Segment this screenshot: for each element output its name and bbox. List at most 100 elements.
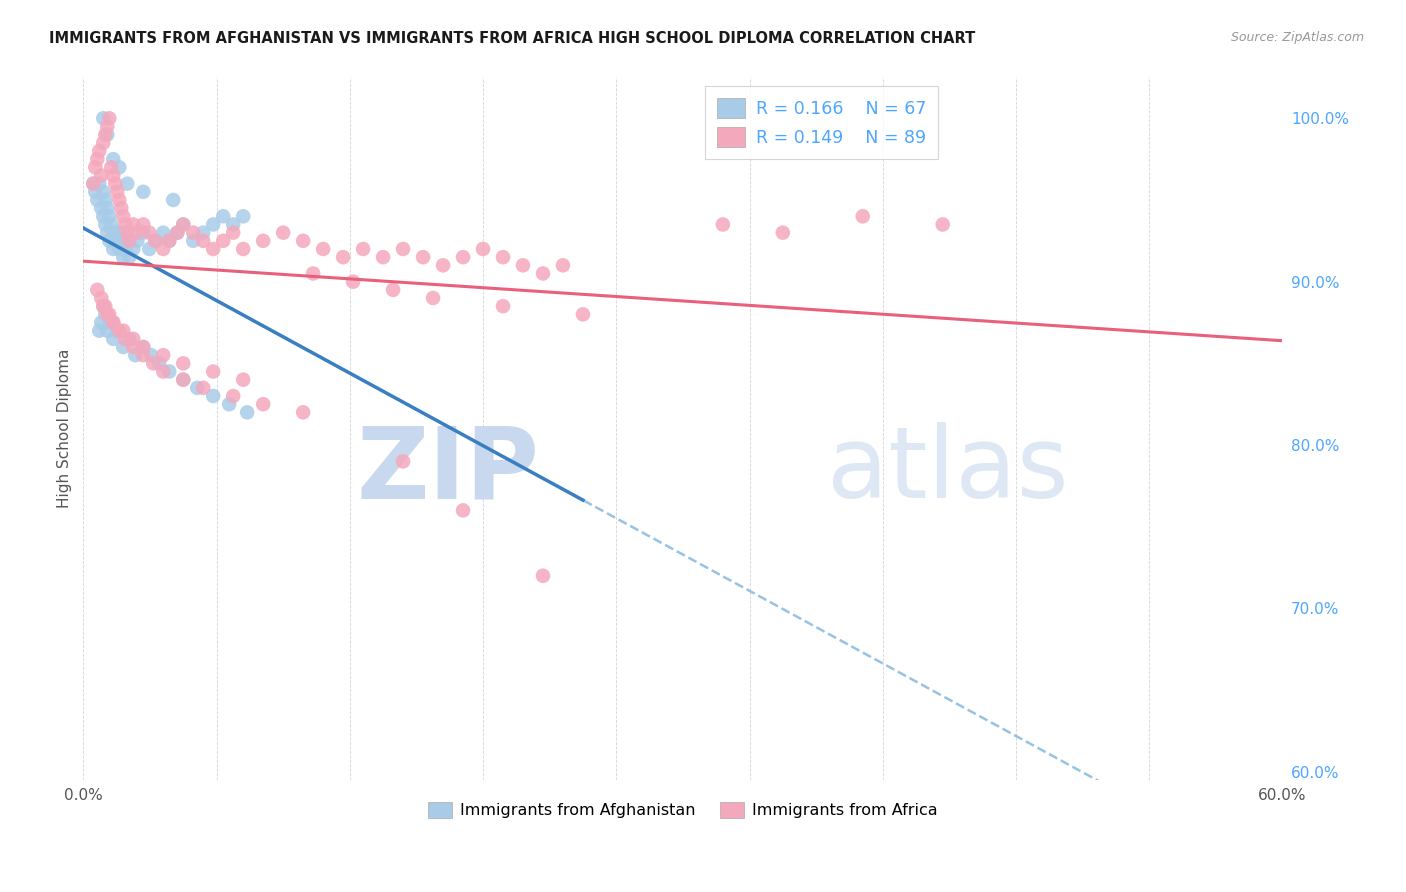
Point — [90, 169, 112, 183]
Point — [98, 112, 121, 126]
Point — [86, 283, 108, 297]
Text: Source: ZipAtlas.com: Source: ZipAtlas.com — [1230, 31, 1364, 45]
Point — [852, 209, 875, 223]
Point — [472, 242, 495, 256]
Point — [118, 332, 141, 346]
Point — [108, 324, 131, 338]
Point — [132, 218, 155, 232]
Point — [141, 348, 163, 362]
Point — [103, 316, 125, 330]
Point — [132, 340, 155, 354]
Point — [127, 226, 149, 240]
Point — [114, 242, 136, 256]
Point — [931, 218, 953, 232]
Point — [236, 405, 259, 419]
Point — [193, 226, 215, 240]
Point — [218, 397, 240, 411]
Point — [451, 503, 474, 517]
Point — [222, 389, 245, 403]
Legend: Immigrants from Afghanistan, Immigrants from Africa: Immigrants from Afghanistan, Immigrants … — [422, 796, 943, 825]
Point — [91, 112, 114, 126]
Point — [100, 161, 122, 175]
Point — [271, 226, 294, 240]
Point — [302, 267, 325, 281]
Point — [90, 316, 112, 330]
Point — [114, 218, 136, 232]
Point — [152, 364, 174, 378]
Point — [202, 364, 225, 378]
Point — [152, 226, 174, 240]
Point — [212, 234, 235, 248]
Point — [103, 242, 125, 256]
Point — [117, 226, 139, 240]
Point — [127, 234, 149, 248]
Text: atlas: atlas — [827, 422, 1069, 519]
Point — [98, 209, 121, 223]
Point — [117, 177, 139, 191]
Point — [96, 201, 118, 215]
Point — [312, 242, 335, 256]
Point — [292, 405, 315, 419]
Text: ZIP: ZIP — [356, 422, 538, 519]
Point — [96, 120, 118, 134]
Point — [108, 193, 131, 207]
Point — [89, 324, 111, 338]
Point — [91, 299, 114, 313]
Point — [202, 218, 225, 232]
Point — [132, 226, 155, 240]
Point — [100, 218, 122, 232]
Point — [112, 250, 135, 264]
Point — [148, 356, 170, 370]
Point — [292, 234, 315, 248]
Point — [193, 381, 215, 395]
Text: IMMIGRANTS FROM AFGHANISTAN VS IMMIGRANTS FROM AFRICA HIGH SCHOOL DIPLOMA CORREL: IMMIGRANTS FROM AFGHANISTAN VS IMMIGRANT… — [49, 31, 976, 46]
Point — [152, 348, 174, 362]
Point — [105, 185, 128, 199]
Point — [112, 340, 135, 354]
Point — [84, 161, 107, 175]
Point — [157, 364, 180, 378]
Point — [122, 332, 145, 346]
Point — [252, 397, 274, 411]
Point — [84, 185, 107, 199]
Point — [162, 193, 184, 207]
Point — [103, 169, 125, 183]
Point — [202, 389, 225, 403]
Point — [551, 258, 574, 272]
Point — [166, 226, 188, 240]
Point — [352, 242, 374, 256]
Point — [138, 242, 160, 256]
Point — [711, 218, 734, 232]
Point — [132, 185, 155, 199]
Point — [98, 316, 121, 330]
Point — [142, 356, 165, 370]
Point — [172, 218, 194, 232]
Point — [114, 332, 136, 346]
Point — [193, 234, 215, 248]
Point — [392, 242, 415, 256]
Point — [108, 242, 131, 256]
Point — [432, 258, 454, 272]
Point — [98, 307, 121, 321]
Point — [132, 340, 155, 354]
Point — [117, 234, 139, 248]
Point — [124, 348, 146, 362]
Point — [96, 128, 118, 142]
Point — [157, 234, 180, 248]
Point — [157, 234, 180, 248]
Point — [112, 324, 135, 338]
Point — [172, 373, 194, 387]
Point — [89, 144, 111, 158]
Point — [89, 177, 111, 191]
Point — [122, 340, 145, 354]
Point — [172, 373, 194, 387]
Point — [86, 193, 108, 207]
Point — [122, 242, 145, 256]
Y-axis label: High School Diploma: High School Diploma — [58, 349, 72, 508]
Point — [105, 324, 128, 338]
Point — [91, 299, 114, 313]
Point — [103, 226, 125, 240]
Point — [86, 152, 108, 166]
Point — [392, 454, 415, 468]
Point — [94, 128, 117, 142]
